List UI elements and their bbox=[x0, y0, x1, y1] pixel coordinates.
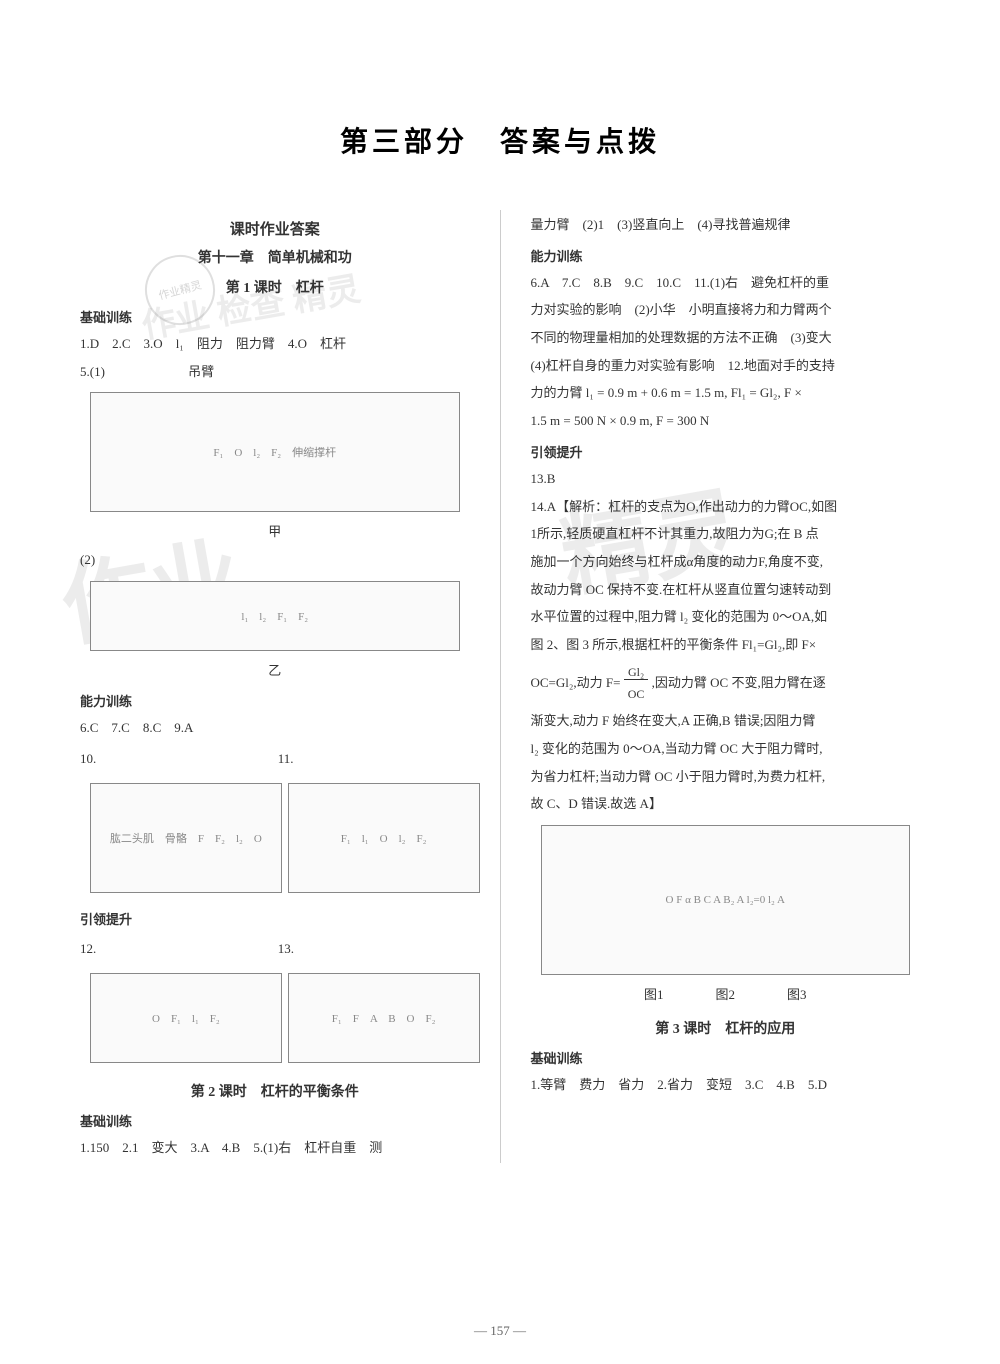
page-number: — 157 — bbox=[474, 1323, 526, 1339]
l3-basic-answers: 1.等臂 费力 省力 2.省力 变短 3.C 4.B 5.D bbox=[531, 1073, 921, 1098]
l3-basic-heading: 基础训练 bbox=[531, 1048, 921, 1067]
r-line-10: 1所示,轻质硬直杠杆不计其重力,故阻力为G;在 B 点 bbox=[531, 522, 921, 547]
r-line-12: 故动力臂 OC 保持不变.在杠杆从竖直位置匀速转动到 bbox=[531, 578, 921, 603]
frac-top: Gl₂ bbox=[624, 665, 648, 680]
r-line-4: 不同的物理量相加的处理数据的方法不正确 (3)变大 bbox=[531, 326, 921, 351]
left-column: 课时作业答案 第十一章 简单机械和功 第 1 课时 杠杆 基础训练 1.D 2.… bbox=[80, 210, 470, 1163]
figure-row-10-11: 10. 肱二头肌 骨骼 F F₂ l₂ O 11. F₁ l₁ O l₂ F₂ bbox=[80, 744, 470, 901]
lead-heading: 引领提升 bbox=[80, 909, 470, 928]
r-line-19: 故 C、D 错误.故选 A】 bbox=[531, 792, 921, 817]
chapter-title: 第十一章 简单机械和功 bbox=[80, 247, 470, 267]
r-line-3: 力对实验的影响 (2)小华 小明直接将力和力臂两个 bbox=[531, 298, 921, 323]
figure-13: F₁ F A B O F₂ bbox=[288, 973, 480, 1063]
q5-num: 5.(1) bbox=[80, 364, 105, 379]
q13-label: 13. bbox=[278, 937, 470, 962]
basic-training-heading: 基础训练 bbox=[80, 307, 470, 326]
r-line-15: OC=Gl₂,动力 F= Gl₂ OC ,因动力臂 OC 不变,阻力臂在逐 bbox=[531, 661, 921, 707]
q11-label: 11. bbox=[278, 747, 470, 772]
column-container: 课时作业答案 第十一章 简单机械和功 第 1 课时 杠杆 基础训练 1.D 2.… bbox=[80, 210, 920, 1163]
r-line-11: 施加一个方向始终与杠杆成α角度的动力F,角度不变, bbox=[531, 550, 921, 575]
arm-labels: 肱二头肌 骨骼 F F₂ l₂ O bbox=[110, 830, 262, 846]
figure-11: F₁ l₁ O l₂ F₂ bbox=[288, 783, 480, 893]
l1-ability-answers: 6.C 7.C 8.C 9.A bbox=[80, 716, 470, 741]
figure-arm: 肱二头肌 骨骼 F F₂ l₂ O bbox=[90, 783, 282, 893]
l2-basic-answers: 1.150 2.1 变大 3.A 4.B 5.(1)右 杠杆自重 测 bbox=[80, 1136, 470, 1161]
fig-lever-caption: 乙 bbox=[80, 659, 470, 684]
l2-basic-heading: 基础训练 bbox=[80, 1111, 470, 1130]
crane-parts: F₁ O l₂ F₂ 伸缩撑杆 bbox=[213, 444, 336, 460]
r-line-14: 图 2、图 3 所示,根据杠杆的平衡条件 Fl₁=Gl₂,即 F× bbox=[531, 633, 921, 658]
r-line-13: 水平位置的过程中,阻力臂 l₂ 变化的范围为 0～OA,如 bbox=[531, 605, 921, 630]
q12-label: 12. bbox=[80, 937, 272, 962]
fig-crane-caption: 甲 bbox=[80, 520, 470, 545]
fraction: Gl₂ OC bbox=[624, 661, 649, 707]
l1-q5-label: 5.(1) 吊臂 bbox=[80, 360, 470, 385]
q10-label: 10. bbox=[80, 747, 272, 772]
r-lead-heading: 引领提升 bbox=[531, 442, 921, 461]
right-column: 量力臂 (2)1 (3)竖直向上 (4)寻找普遍规律 能力训练 6.A 7.C … bbox=[531, 210, 921, 1163]
figure-row-12-13: 12. O F₁ l₁ F₂ 13. F₁ F A B O F₂ bbox=[80, 934, 470, 1071]
fig11-labels: F₁ l₁ O l₂ F₂ bbox=[341, 830, 427, 846]
ability-training-heading: 能力训练 bbox=[80, 691, 470, 710]
r-line-17: l₂ 变化的范围为 0～OA,当动力臂 OC 大于阻力臂时, bbox=[531, 737, 921, 762]
fig13-labels: F₁ F A B O F₂ bbox=[332, 1010, 436, 1026]
r-line-7: 1.5 m = 500 N × 0.9 m, F = 300 N bbox=[531, 409, 921, 434]
page-title: 第三部分 答案与点拨 bbox=[80, 120, 920, 160]
column-divider bbox=[500, 210, 501, 1163]
figure-lever: l₁ l₂ F₁ F₂ bbox=[90, 581, 460, 651]
r-line-15b: ,因动力臂 OC 不变,阻力臂在逐 bbox=[652, 674, 826, 689]
r-line-6: 力的力臂 l₁ = 0.9 m + 0.6 m = 1.5 m, Fl₁ = G… bbox=[531, 381, 921, 406]
fig-three-caption: 图1 图2 图3 bbox=[531, 983, 921, 1008]
lesson-2-title: 第 2 课时 杠杆的平衡条件 bbox=[80, 1081, 470, 1101]
fig-three-labels: O F α B C A B₂ A l₂=0 l₂ A bbox=[666, 894, 785, 906]
r-line-18: 为省力杠杆;当动力臂 OC 小于阻力臂时,为费力杠杆, bbox=[531, 765, 921, 790]
r-line-1: 量力臂 (2)1 (3)竖直向上 (4)寻找普遍规律 bbox=[531, 213, 921, 238]
figure-crane: F₁ O l₂ F₂ 伸缩撑杆 bbox=[90, 392, 460, 512]
l1-basic-answers: 1.D 2.C 3.O l₁ 阻力 阻力臂 4.O 杠杆 bbox=[80, 332, 470, 357]
r-line-8: 13.B bbox=[531, 467, 921, 492]
figure-12: O F₁ l₁ F₂ bbox=[90, 973, 282, 1063]
crane-arm-label: 吊臂 bbox=[188, 364, 214, 379]
fig12-labels: O F₁ l₁ F₂ bbox=[152, 1010, 220, 1026]
l1-q5-2-label: (2) bbox=[80, 548, 470, 573]
answers-heading: 课时作业答案 bbox=[80, 218, 470, 239]
lesson-1-title: 第 1 课时 杠杆 bbox=[80, 277, 470, 297]
lever-parts: l₁ l₂ F₁ F₂ bbox=[241, 608, 308, 624]
frac-bot: OC bbox=[624, 687, 649, 701]
r-line-5: (4)杠杆自身的重力对实验有影响 12.地面对手的支持 bbox=[531, 354, 921, 379]
r-ability-heading: 能力训练 bbox=[531, 246, 921, 265]
r-line-16: 渐变大,动力 F 始终在变大,A 正确,B 错误;因阻力臂 bbox=[531, 709, 921, 734]
r-line-15a: OC=Gl₂,动力 F= bbox=[531, 674, 621, 689]
r-line-2: 6.A 7.C 8.B 9.C 10.C 11.(1)右 避免杠杆的重 bbox=[531, 271, 921, 296]
lesson-3-title: 第 3 课时 杠杆的应用 bbox=[531, 1018, 921, 1038]
r-line-9: 14.A【解析：杠杆的支点为O,作出动力的力臂OC,如图 bbox=[531, 495, 921, 520]
figure-three-diagrams: O F α B C A B₂ A l₂=0 l₂ A bbox=[541, 825, 911, 975]
